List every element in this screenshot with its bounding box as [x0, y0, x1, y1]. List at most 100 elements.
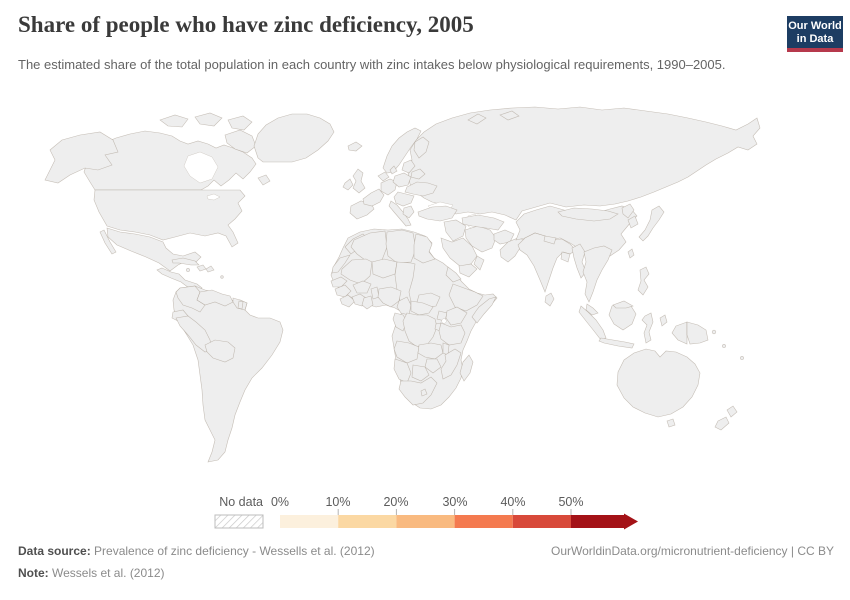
country-poland[interactable] — [392, 172, 412, 188]
world-map[interactable] — [0, 103, 850, 485]
country-mongolia[interactable] — [557, 207, 619, 222]
country-italy[interactable] — [388, 200, 412, 227]
country-gabon-congo[interactable] — [392, 312, 408, 332]
country-yemen[interactable] — [458, 263, 478, 278]
country-canada-arctic-3[interactable] — [227, 115, 253, 131]
country-nigeria[interactable] — [377, 286, 402, 308]
country-zimbabwe[interactable] — [424, 358, 442, 374]
country-indonesia-moluccas[interactable] — [659, 314, 668, 327]
country-bolivia[interactable] — [204, 339, 236, 363]
country-papua-new-guinea[interactable] — [686, 321, 709, 345]
country-canada-arctic-2[interactable] — [194, 112, 223, 127]
country-somalia[interactable] — [471, 296, 497, 324]
country-botswana[interactable] — [411, 364, 430, 382]
country-malaysia-borneo[interactable] — [612, 300, 634, 309]
country-syria-iraq[interactable] — [443, 219, 467, 242]
country-central-african-republic[interactable] — [410, 300, 434, 316]
country-libya[interactable] — [385, 229, 417, 264]
country-indonesia-west-papua[interactable] — [671, 321, 688, 345]
country-colombia[interactable] — [175, 285, 206, 313]
country-indonesia-sulawesi[interactable] — [641, 312, 654, 344]
legend-bin-3[interactable] — [454, 515, 513, 528]
country-canada-baffin[interactable] — [224, 129, 257, 154]
country-ireland[interactable] — [342, 178, 354, 191]
country-russia-novaya-zemlya[interactable] — [467, 113, 487, 125]
legend-no-data-swatch[interactable] — [214, 514, 264, 529]
country-indonesia-java[interactable] — [598, 337, 635, 349]
country-belarus[interactable] — [410, 168, 426, 180]
country-bangladesh[interactable] — [560, 251, 571, 263]
country-canada-newfoundland[interactable] — [257, 174, 271, 186]
country-tanzania[interactable] — [438, 322, 466, 346]
country-south-korea[interactable] — [627, 215, 639, 229]
country-iceland[interactable] — [347, 141, 363, 152]
country-sri-lanka[interactable] — [544, 292, 555, 307]
country-fiji[interactable] — [740, 356, 744, 360]
country-dominican-republic[interactable] — [205, 265, 215, 273]
country-ukraine[interactable] — [404, 181, 438, 197]
country-united-states[interactable] — [93, 189, 246, 248]
country-mexico-baja[interactable] — [99, 229, 117, 255]
country-baltics[interactable] — [401, 159, 416, 174]
country-russia-arctic-isles[interactable] — [499, 110, 520, 121]
country-sierra-leone-liberia[interactable] — [339, 294, 356, 308]
country-guinea[interactable] — [334, 284, 352, 298]
country-taiwan[interactable] — [627, 248, 635, 259]
country-cuba[interactable] — [171, 257, 200, 266]
footer-citation-link[interactable]: OurWorldinData.org/micronutrient-deficie… — [551, 544, 834, 558]
country-senegal[interactable] — [330, 276, 348, 288]
country-ghana[interactable] — [361, 295, 374, 310]
owid-logo[interactable]: Our World in Data — [787, 16, 843, 53]
country-western-sahara[interactable] — [331, 254, 351, 274]
country-turkey[interactable] — [417, 205, 458, 222]
country-lesotho[interactable] — [420, 388, 428, 397]
country-tasmania[interactable] — [666, 418, 676, 428]
country-brazil-southern-cone[interactable] — [172, 285, 284, 463]
country-russia[interactable] — [407, 106, 761, 221]
country-angola[interactable] — [393, 340, 420, 364]
country-zambia[interactable] — [417, 342, 444, 360]
country-mali[interactable] — [340, 258, 373, 285]
country-solomon-islands[interactable] — [711, 329, 717, 335]
country-haiti[interactable] — [196, 264, 207, 272]
country-canada-arctic-1[interactable] — [159, 114, 189, 128]
country-greece[interactable] — [402, 205, 415, 219]
legend-bin-5[interactable] — [571, 515, 624, 528]
country-venezuela[interactable] — [196, 289, 234, 307]
country-mozambique[interactable] — [440, 348, 462, 380]
country-ethiopia[interactable] — [448, 283, 484, 312]
country-oman[interactable] — [473, 255, 485, 271]
legend-bin-4[interactable] — [512, 515, 571, 528]
country-greenland[interactable] — [253, 113, 335, 163]
country-malaysia[interactable] — [585, 303, 599, 316]
country-south-africa[interactable] — [398, 376, 438, 406]
legend-bin-1[interactable] — [338, 515, 397, 528]
country-iberia[interactable] — [349, 200, 375, 220]
country-japan[interactable] — [638, 205, 665, 242]
country-saudi-arabia[interactable] — [440, 237, 478, 268]
country-madagascar[interactable] — [459, 354, 474, 382]
country-vanuatu[interactable] — [722, 344, 726, 348]
country-denmark[interactable] — [389, 165, 398, 175]
legend-bin-0[interactable] — [280, 515, 339, 528]
country-dr-congo[interactable] — [402, 312, 438, 348]
country-nepal[interactable] — [543, 235, 557, 245]
country-australia[interactable] — [616, 348, 701, 418]
country-central-asia[interactable] — [461, 214, 505, 231]
country-new-zealand-north[interactable] — [726, 405, 738, 418]
country-new-zealand-south[interactable] — [714, 416, 730, 431]
country-benelux[interactable] — [377, 171, 390, 182]
country-united-kingdom[interactable] — [352, 168, 366, 194]
country-balkans[interactable] — [393, 191, 415, 207]
country-france[interactable] — [362, 188, 385, 207]
country-philippines[interactable] — [637, 266, 650, 296]
country-kenya[interactable] — [445, 306, 468, 326]
country-egypt[interactable] — [413, 233, 436, 264]
country-jamaica[interactable] — [186, 268, 190, 272]
country-thailand-indochina[interactable] — [582, 245, 613, 303]
country-lesser-antilles[interactable] — [220, 275, 224, 279]
legend-bin-2[interactable] — [396, 515, 455, 528]
country-eritrea[interactable] — [445, 266, 462, 283]
country-burkina-faso[interactable] — [352, 280, 372, 294]
country-finland[interactable] — [413, 136, 430, 159]
